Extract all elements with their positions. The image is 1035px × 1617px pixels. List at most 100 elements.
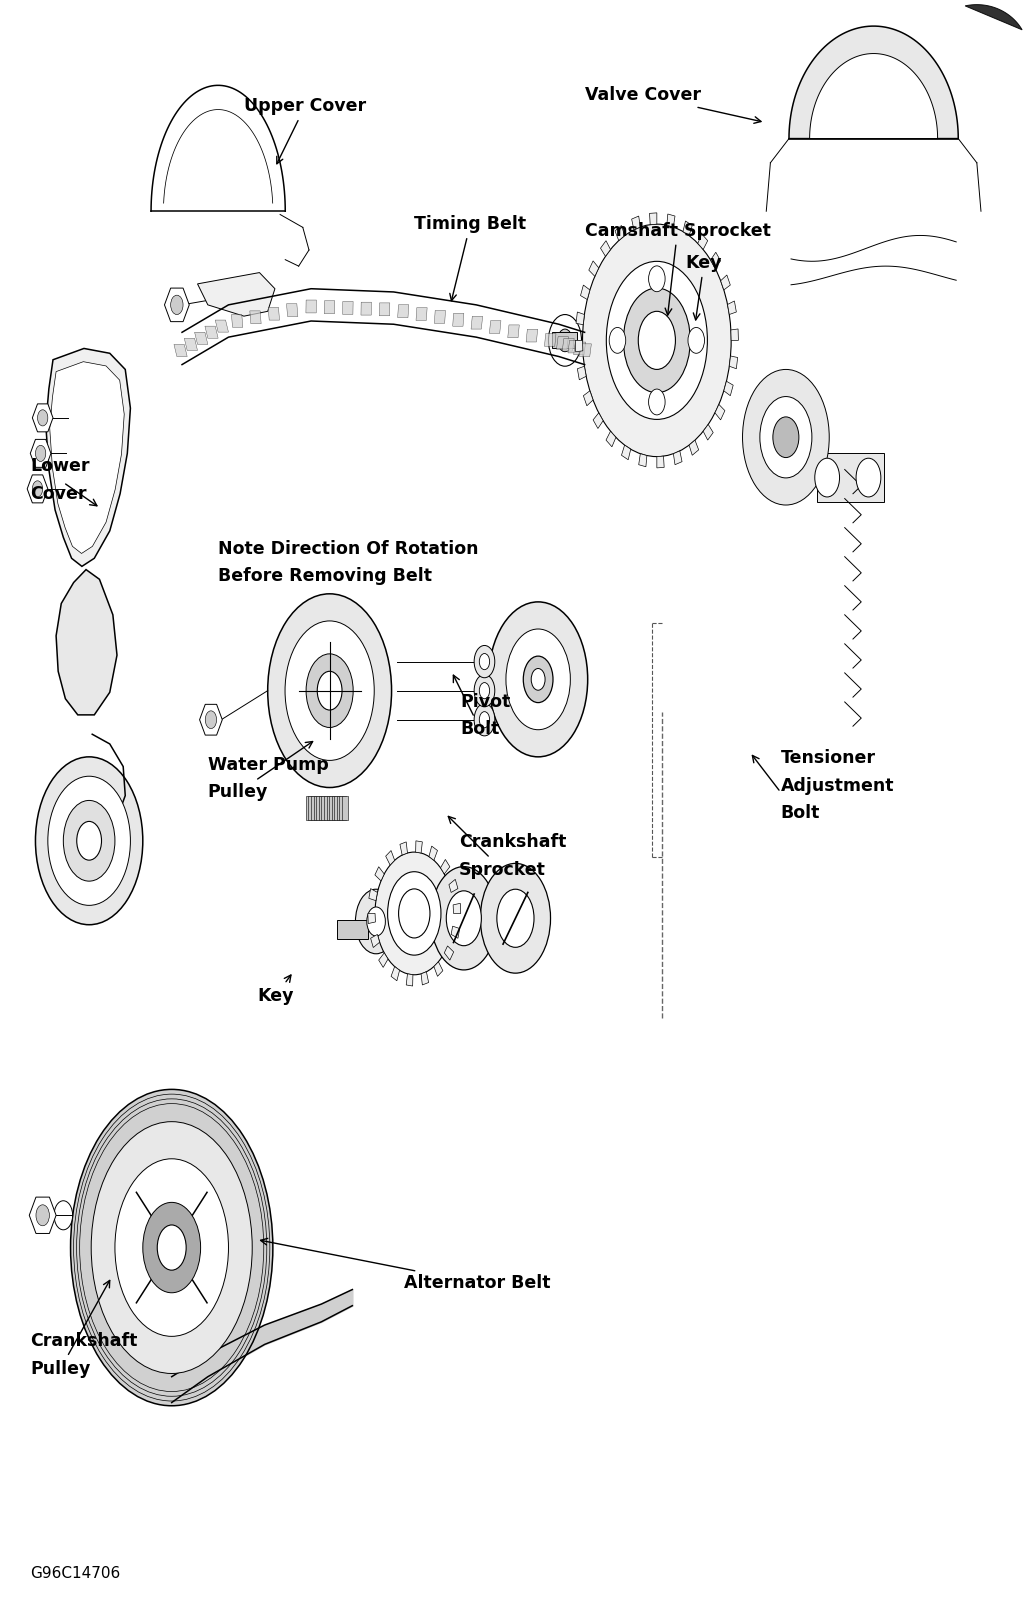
Text: Pivot: Pivot (461, 694, 511, 711)
Text: Upper Cover: Upper Cover (244, 97, 366, 163)
Polygon shape (339, 796, 346, 820)
Circle shape (115, 1159, 229, 1336)
Circle shape (366, 907, 385, 936)
Text: Bolt: Bolt (780, 804, 820, 823)
Text: Tensioner: Tensioner (780, 749, 876, 768)
Polygon shape (421, 972, 428, 985)
Text: Crankshaft: Crankshaft (459, 833, 566, 852)
Polygon shape (689, 440, 699, 456)
Circle shape (531, 668, 545, 690)
Circle shape (474, 674, 495, 707)
Polygon shape (50, 362, 124, 553)
Polygon shape (683, 222, 692, 236)
Polygon shape (379, 302, 390, 315)
Text: Pulley: Pulley (30, 1281, 110, 1378)
Polygon shape (379, 952, 388, 967)
Polygon shape (508, 325, 520, 338)
Polygon shape (174, 344, 187, 356)
Polygon shape (639, 454, 647, 467)
Polygon shape (490, 320, 501, 333)
Circle shape (474, 703, 495, 736)
Circle shape (623, 288, 690, 393)
Text: Sprocket: Sprocket (448, 817, 545, 880)
Text: Cover: Cover (30, 485, 87, 503)
Polygon shape (397, 304, 409, 317)
Circle shape (479, 711, 490, 728)
Polygon shape (589, 260, 598, 277)
Polygon shape (29, 1197, 56, 1234)
Circle shape (36, 1205, 50, 1226)
Circle shape (489, 602, 588, 757)
Polygon shape (728, 301, 736, 315)
Polygon shape (578, 365, 586, 380)
Polygon shape (576, 312, 585, 325)
Polygon shape (195, 331, 208, 344)
Circle shape (54, 1201, 72, 1231)
Text: Camshaft Sprocket: Camshaft Sprocket (585, 222, 770, 315)
Polygon shape (200, 705, 223, 736)
Polygon shape (568, 340, 580, 353)
Circle shape (398, 889, 430, 938)
Polygon shape (715, 404, 724, 420)
Polygon shape (368, 889, 378, 901)
Polygon shape (342, 796, 348, 820)
Polygon shape (607, 432, 616, 446)
Polygon shape (406, 973, 413, 986)
Text: Bolt: Bolt (453, 676, 500, 739)
Polygon shape (593, 412, 603, 429)
Polygon shape (817, 453, 884, 501)
Text: Crankshaft: Crankshaft (30, 1332, 138, 1350)
Circle shape (70, 1090, 273, 1405)
Circle shape (742, 369, 829, 505)
Polygon shape (552, 333, 578, 348)
Text: Key: Key (686, 254, 722, 320)
Circle shape (48, 776, 130, 906)
Circle shape (524, 657, 553, 703)
Text: Valve Cover: Valve Cover (585, 86, 761, 123)
Polygon shape (416, 841, 422, 854)
Text: Before Removing Belt: Before Removing Belt (218, 568, 433, 585)
Polygon shape (386, 851, 394, 865)
Circle shape (32, 480, 42, 496)
Polygon shape (731, 328, 738, 340)
Polygon shape (600, 241, 611, 257)
Text: Note Direction Of Rotation: Note Direction Of Rotation (218, 540, 478, 558)
Polygon shape (789, 26, 958, 139)
Polygon shape (324, 796, 330, 820)
Polygon shape (400, 842, 408, 855)
Polygon shape (809, 53, 938, 139)
Circle shape (583, 225, 731, 456)
Polygon shape (367, 914, 376, 923)
Polygon shape (452, 314, 464, 327)
Text: Timing Belt: Timing Belt (414, 215, 527, 301)
Circle shape (497, 889, 534, 948)
Polygon shape (391, 967, 400, 982)
Polygon shape (615, 225, 624, 241)
Polygon shape (232, 314, 243, 327)
Polygon shape (268, 307, 279, 320)
Circle shape (171, 296, 183, 315)
Polygon shape (720, 275, 731, 289)
Polygon shape (451, 927, 460, 938)
Polygon shape (667, 213, 675, 226)
Circle shape (77, 821, 101, 860)
Polygon shape (631, 217, 641, 230)
Polygon shape (730, 356, 738, 369)
Polygon shape (416, 307, 427, 320)
Circle shape (479, 682, 490, 699)
Polygon shape (287, 304, 298, 317)
Polygon shape (331, 796, 337, 820)
Polygon shape (371, 935, 380, 948)
Polygon shape (27, 475, 48, 503)
Circle shape (268, 593, 391, 787)
Polygon shape (428, 846, 438, 860)
Circle shape (773, 417, 799, 458)
Polygon shape (205, 327, 218, 338)
Circle shape (610, 328, 626, 353)
Circle shape (815, 458, 839, 496)
Text: Lower: Lower (30, 458, 90, 475)
Circle shape (474, 645, 495, 678)
Circle shape (549, 315, 582, 365)
Text: G96C14706: G96C14706 (30, 1567, 120, 1581)
Polygon shape (165, 288, 189, 322)
